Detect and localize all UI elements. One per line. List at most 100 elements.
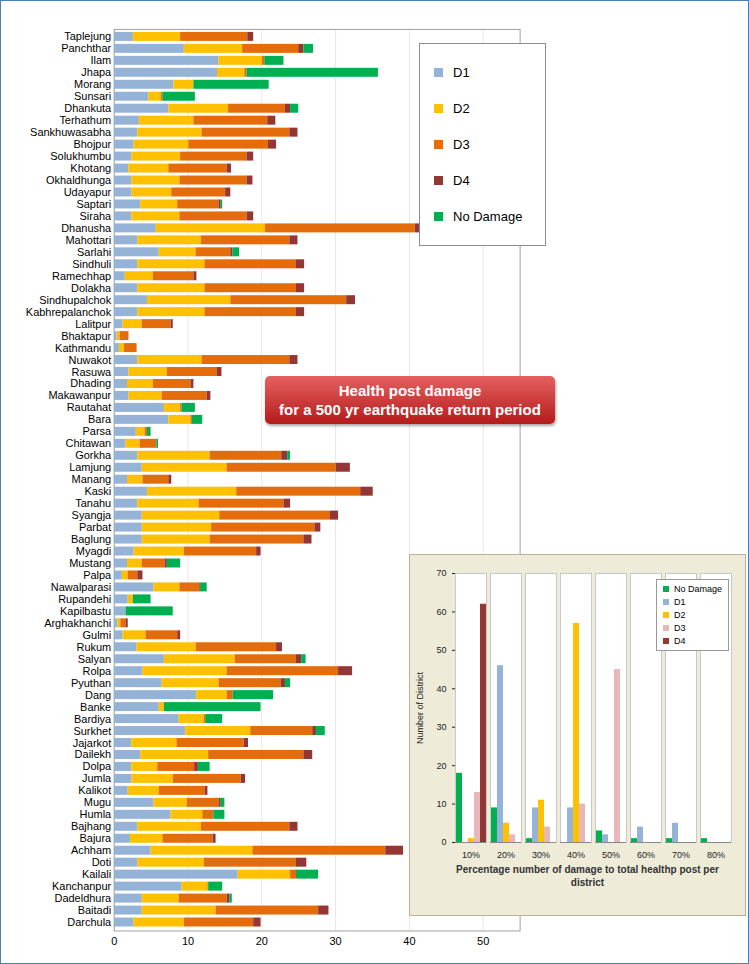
html-text:Percentage number of damage to: Percentage number of damage to total hea…: [456, 864, 719, 888]
svg-text:Banke: Banke: [80, 701, 111, 713]
svg-text:20: 20: [256, 935, 268, 947]
svg-text:70%: 70%: [672, 850, 690, 860]
svg-text:Dadeldhura: Dadeldhura: [54, 892, 112, 904]
svg-text:Kanchanpur: Kanchanpur: [52, 880, 112, 892]
svg-text:Rupandehi: Rupandehi: [58, 593, 111, 605]
svg-text:10%: 10%: [462, 850, 480, 860]
svg-text:Dailekh: Dailekh: [75, 748, 112, 760]
svg-text:Bhojpur: Bhojpur: [73, 138, 111, 150]
svg-text:Rautahat: Rautahat: [67, 401, 112, 413]
svg-text:Gorkha: Gorkha: [75, 449, 112, 461]
svg-text:40%: 40%: [567, 850, 585, 860]
svg-text:Syangja: Syangja: [72, 509, 113, 521]
svg-text:Udayapur: Udayapur: [64, 186, 112, 198]
svg-text:Saptari: Saptari: [76, 198, 111, 210]
svg-text:Baitadi: Baitadi: [78, 904, 112, 916]
svg-text:Kabhrepalanchok: Kabhrepalanchok: [26, 306, 112, 318]
svg-text:Jhapa: Jhapa: [81, 66, 112, 78]
svg-text:Nawalparasi: Nawalparasi: [51, 581, 111, 593]
svg-text:Lamjung: Lamjung: [69, 461, 111, 473]
svg-text:Kapilbastu: Kapilbastu: [60, 605, 111, 617]
svg-text:Manang: Manang: [72, 473, 112, 485]
svg-text:Pyuthan: Pyuthan: [71, 677, 111, 689]
svg-text:Rasuwa: Rasuwa: [72, 366, 113, 378]
svg-text:Mahottari: Mahottari: [65, 234, 111, 246]
svg-text:Mugu: Mugu: [84, 796, 111, 808]
svg-text:0: 0: [111, 935, 117, 947]
svg-text:Ramechhap: Ramechhap: [52, 270, 111, 282]
svg-text:Solukhumbu: Solukhumbu: [50, 150, 111, 162]
svg-text:Makawanpur: Makawanpur: [48, 389, 111, 401]
svg-text:Dang: Dang: [85, 689, 111, 701]
svg-text:40: 40: [403, 935, 415, 947]
svg-text:Siraha: Siraha: [79, 210, 112, 222]
svg-text:Salyan: Salyan: [78, 653, 112, 665]
svg-text:Palpa: Palpa: [83, 569, 112, 581]
svg-text:50: 50: [477, 935, 489, 947]
svg-text:30: 30: [436, 722, 446, 732]
svg-text:Chitawan: Chitawan: [65, 437, 111, 449]
svg-text:Jajarkot: Jajarkot: [73, 737, 111, 749]
svg-text:Kalikot: Kalikot: [78, 784, 111, 796]
svg-text:10: 10: [436, 799, 446, 809]
svg-text:Panchthar: Panchthar: [61, 42, 111, 54]
html-text:Health post damage: Health post damage: [338, 382, 482, 399]
svg-text:Okhaldhunga: Okhaldhunga: [46, 174, 112, 186]
svg-text:Doti: Doti: [92, 856, 112, 868]
svg-text:Dhanusha: Dhanusha: [61, 222, 112, 234]
svg-text:Morang: Morang: [74, 78, 111, 90]
svg-text:Bara: Bara: [88, 413, 112, 425]
svg-text:Sindhuli: Sindhuli: [72, 258, 111, 270]
svg-text:Bajhang: Bajhang: [71, 820, 111, 832]
svg-text:Taplejung: Taplejung: [64, 30, 111, 42]
svg-text:Gulmi: Gulmi: [83, 629, 112, 641]
svg-text:Number of District: Number of District: [415, 671, 425, 744]
svg-text:Rukum: Rukum: [76, 641, 111, 653]
svg-text:Kaski: Kaski: [84, 485, 111, 497]
svg-text:Sunsari: Sunsari: [74, 90, 111, 102]
svg-text:20%: 20%: [497, 850, 515, 860]
svg-text:Parsa: Parsa: [83, 425, 113, 437]
svg-text:Tanahu: Tanahu: [75, 497, 111, 509]
svg-text:10: 10: [182, 935, 194, 947]
svg-text:Rolpa: Rolpa: [83, 665, 113, 677]
svg-text:Dolpa: Dolpa: [83, 760, 113, 772]
svg-text:30: 30: [330, 935, 342, 947]
svg-text:Surkhet: Surkhet: [73, 725, 111, 737]
svg-text:Sindhupalchok: Sindhupalchok: [39, 294, 111, 306]
svg-text:Parbat: Parbat: [79, 521, 111, 533]
svg-text:Dhankuta: Dhankuta: [64, 102, 112, 114]
svg-text:Achham: Achham: [71, 844, 111, 856]
svg-text:30%: 30%: [532, 850, 550, 860]
svg-text:Ilam: Ilam: [90, 54, 111, 66]
svg-text:70: 70: [436, 568, 446, 578]
svg-text:Kailali: Kailali: [82, 868, 111, 880]
svg-text:Sarlahi: Sarlahi: [77, 246, 111, 258]
svg-text:Darchula: Darchula: [67, 916, 112, 928]
svg-text:Terhathum: Terhathum: [59, 114, 111, 126]
svg-text:80%: 80%: [707, 850, 725, 860]
svg-text:Sankhuwasabha: Sankhuwasabha: [30, 126, 112, 138]
svg-text:50%: 50%: [602, 850, 620, 860]
svg-text:Jumla: Jumla: [82, 772, 112, 784]
svg-text:Humla: Humla: [80, 808, 113, 820]
svg-text:Bardiya: Bardiya: [74, 713, 112, 725]
svg-text:Baglung: Baglung: [71, 533, 111, 545]
svg-text:40: 40: [436, 684, 446, 694]
svg-text:Myagdi: Myagdi: [76, 545, 111, 557]
svg-text:Dolakha: Dolakha: [71, 282, 112, 294]
svg-text:60: 60: [436, 607, 446, 617]
svg-text:Lalitpur: Lalitpur: [75, 318, 111, 330]
svg-text:Nuwakot: Nuwakot: [69, 354, 112, 366]
svg-text:0: 0: [441, 837, 446, 847]
svg-text:50: 50: [436, 645, 446, 655]
svg-text:Bajura: Bajura: [79, 832, 112, 844]
svg-text:Arghakhanchi: Arghakhanchi: [44, 617, 111, 629]
svg-text:Mustang: Mustang: [69, 557, 111, 569]
svg-text:20: 20: [436, 761, 446, 771]
svg-text:60%: 60%: [637, 850, 655, 860]
svg-text:Dhading: Dhading: [70, 377, 111, 389]
svg-text:Kathmandu: Kathmandu: [55, 342, 111, 354]
svg-text:Bhaktapur: Bhaktapur: [61, 330, 111, 342]
svg-text:Khotang: Khotang: [70, 162, 111, 174]
